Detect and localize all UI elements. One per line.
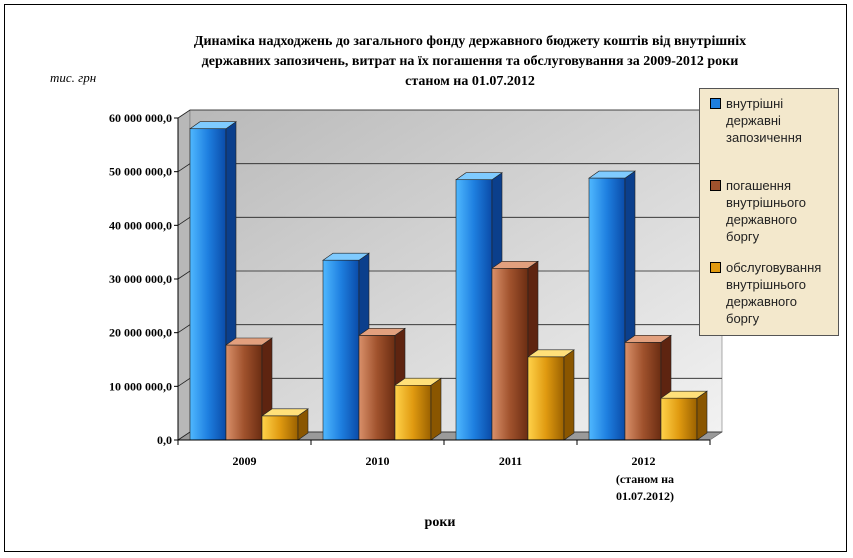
bar-front [624, 342, 662, 441]
y-axis-unit-label: тис. грн [50, 70, 97, 85]
legend-text-servicing-4: боргу [726, 311, 760, 326]
legend-swatch-servicing [710, 262, 721, 273]
legend-text-repayment-1: погашення [726, 178, 792, 193]
bar-front [491, 267, 529, 441]
bar-front [527, 356, 565, 441]
legend-text-repayment-4: боргу [726, 229, 760, 244]
y-tick-label: 30 000 000,0 [109, 272, 172, 286]
bar-top [225, 337, 273, 346]
bar-top [588, 170, 636, 179]
y-tick-label: 10 000 000,0 [109, 379, 172, 393]
legend-text-repayment-3: державного [726, 212, 797, 227]
bar-side [563, 349, 575, 441]
legend-text-borrowings-1: внутрішні [726, 96, 784, 111]
legend-swatch-repayment [710, 180, 721, 191]
chart-title-line-3: станом на 01.07.2012 [405, 74, 535, 89]
x-tick-label-2010: 2010 [366, 454, 390, 468]
bar-front [660, 397, 698, 441]
bar-servicing-2009 [261, 408, 309, 441]
bar-top [358, 328, 406, 336]
y-tick-label: 40 000 000,0 [109, 218, 172, 232]
bar-top [189, 121, 237, 130]
legend-text-servicing-2: внутрішнього [726, 277, 806, 292]
y-tick-label: 20 000 000,0 [109, 326, 172, 340]
bar-front [261, 415, 299, 441]
x-tick-label-2011: 2011 [499, 454, 522, 468]
y-tick-label: 50 000 000,0 [109, 165, 172, 179]
x-tick-sublabel-line-1: (станом на [616, 472, 674, 486]
bar-top [527, 349, 575, 358]
bar-servicing-2012 [660, 390, 708, 441]
bar-top [624, 335, 672, 343]
x-tick-sublabel-line-2: 01.07.2012) [616, 489, 674, 503]
bar-front [225, 344, 263, 441]
chart-title-line-1: Динаміка надходжень до загального фонду … [193, 34, 747, 49]
bar-front [358, 335, 396, 441]
x-tick-label-2009: 2009 [233, 454, 257, 468]
bar-servicing-2011 [527, 349, 575, 441]
bar-top [261, 408, 309, 417]
bar-front [455, 179, 493, 441]
chart-title-line-2: державних запозичень, витрат на їх погаш… [201, 54, 739, 69]
bar-servicing-2010 [394, 377, 442, 441]
bar-top [455, 172, 503, 181]
gridline [177, 109, 722, 119]
bar-side [430, 377, 442, 441]
x-tick-label-2012: 2012 [632, 454, 656, 468]
bar-top [491, 260, 539, 269]
bar-front [394, 384, 432, 441]
legend-text-servicing-3: державного [726, 294, 797, 309]
bar-side [696, 390, 708, 441]
legend-text-borrowings-2: державні [726, 113, 781, 128]
legend-text-borrowings-3: запозичення [726, 130, 802, 145]
bar-front [322, 259, 360, 441]
bar-top [394, 377, 442, 386]
bar-front [588, 177, 626, 441]
legend-swatch-borrowings [710, 98, 721, 109]
bar-top [322, 252, 370, 261]
y-tick-label: 60 000 000,0 [109, 111, 172, 125]
bar-borrowings-2009 [189, 121, 237, 441]
chart-legend: внутрішні державні запозичення погашення… [699, 88, 839, 336]
y-tick-label: 0,0 [157, 433, 172, 447]
x-axis-title: роки [424, 515, 456, 530]
legend-text-repayment-2: внутрішнього [726, 195, 806, 210]
bar-front [189, 128, 227, 441]
bar-top [660, 390, 708, 399]
legend-text-servicing-1: обслуговування [726, 260, 822, 275]
